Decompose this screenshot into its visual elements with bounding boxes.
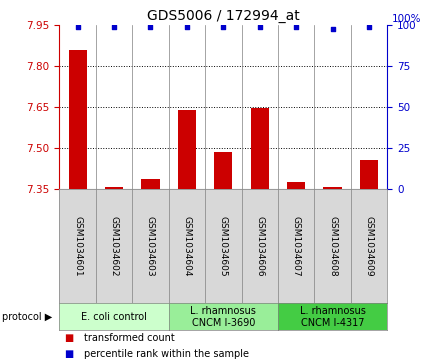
Bar	[287, 182, 305, 189]
Text: ■: ■	[64, 349, 73, 359]
Text: GSM1034608: GSM1034608	[328, 216, 337, 276]
Point	[293, 24, 300, 30]
Text: GSM1034605: GSM1034605	[219, 216, 228, 276]
Text: L. rhamnosus
CNCM I-3690: L. rhamnosus CNCM I-3690	[191, 306, 256, 327]
Text: percentile rank within the sample: percentile rank within the sample	[84, 349, 249, 359]
Bar	[178, 110, 196, 189]
Title: GDS5006 / 172994_at: GDS5006 / 172994_at	[147, 9, 300, 23]
Point	[256, 24, 263, 30]
Point	[329, 26, 336, 32]
Bar	[323, 187, 342, 189]
Bar	[105, 187, 123, 189]
Text: transformed count: transformed count	[84, 333, 174, 343]
Point	[366, 24, 373, 30]
Text: GSM1034607: GSM1034607	[292, 216, 301, 276]
Text: 100%: 100%	[392, 13, 421, 24]
Text: GSM1034602: GSM1034602	[110, 216, 118, 276]
Text: protocol ▶: protocol ▶	[2, 312, 52, 322]
Point	[110, 24, 117, 30]
Text: E. coli control: E. coli control	[81, 312, 147, 322]
Point	[74, 24, 81, 30]
Point	[183, 24, 191, 30]
Point	[147, 24, 154, 30]
Text: GSM1034606: GSM1034606	[255, 216, 264, 276]
Text: GSM1034604: GSM1034604	[182, 216, 191, 276]
Text: GSM1034601: GSM1034601	[73, 216, 82, 276]
Bar	[214, 152, 232, 189]
Bar	[360, 160, 378, 189]
Text: GSM1034603: GSM1034603	[146, 216, 155, 276]
Text: ■: ■	[64, 333, 73, 343]
Text: GSM1034609: GSM1034609	[364, 216, 374, 276]
Bar	[69, 50, 87, 189]
Bar	[251, 109, 269, 189]
Text: L. rhamnosus
CNCM I-4317: L. rhamnosus CNCM I-4317	[300, 306, 366, 327]
Point	[220, 24, 227, 30]
Bar	[141, 179, 160, 189]
